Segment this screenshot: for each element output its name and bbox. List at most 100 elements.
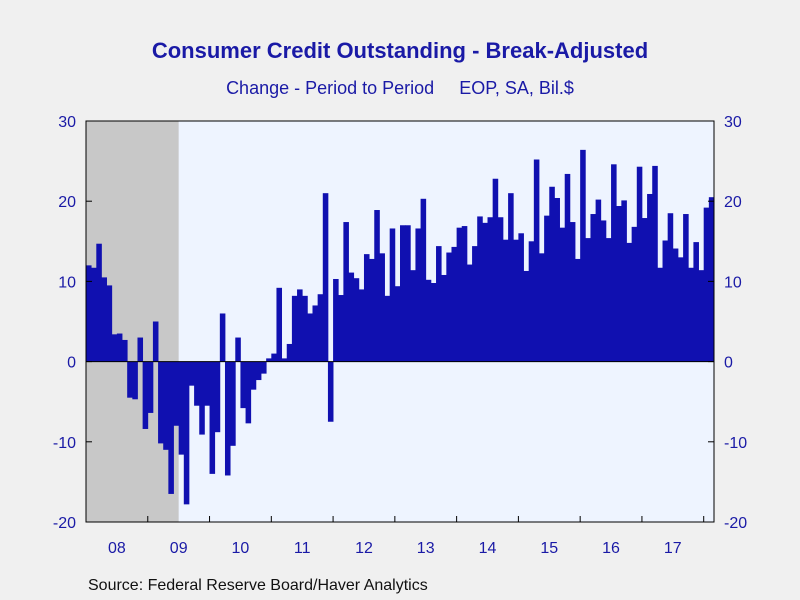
bar xyxy=(312,305,319,362)
bar xyxy=(523,270,530,362)
bar xyxy=(554,197,560,362)
bar xyxy=(245,361,252,424)
bar xyxy=(703,207,710,362)
bar xyxy=(111,334,118,362)
y-tick-label-left: 30 xyxy=(58,114,76,131)
bar xyxy=(255,361,262,381)
plot-frame xyxy=(85,120,715,523)
bar xyxy=(307,313,313,362)
bar xyxy=(286,343,293,362)
y-tick-label-right: -20 xyxy=(724,515,747,532)
bar xyxy=(209,361,216,474)
x-tick-label: 08 xyxy=(108,540,126,557)
bar xyxy=(116,333,123,362)
bar xyxy=(683,214,689,362)
bar xyxy=(163,361,169,450)
bar xyxy=(302,295,308,362)
bar xyxy=(436,246,442,362)
bar xyxy=(338,295,344,362)
bar xyxy=(611,164,617,362)
bar xyxy=(605,238,612,362)
bar xyxy=(657,267,663,362)
bar xyxy=(564,173,571,362)
bar xyxy=(127,361,133,398)
bar xyxy=(559,227,566,362)
bar xyxy=(101,277,107,362)
x-tick-label: 15 xyxy=(540,540,558,557)
x-tick-label: 12 xyxy=(355,540,373,557)
bar xyxy=(322,193,329,362)
bar xyxy=(333,278,339,362)
bar xyxy=(708,197,715,362)
bar xyxy=(353,278,360,362)
bar xyxy=(199,361,205,435)
bar xyxy=(96,243,102,362)
bar xyxy=(369,258,375,362)
x-tick-label: 14 xyxy=(479,540,497,557)
bar xyxy=(400,225,406,362)
bar xyxy=(204,361,210,406)
bar xyxy=(363,254,370,362)
bar xyxy=(590,214,597,362)
bar xyxy=(641,218,648,362)
bar xyxy=(538,253,545,362)
bar xyxy=(317,294,324,362)
bar xyxy=(600,220,607,362)
bar xyxy=(389,228,396,362)
bar xyxy=(502,239,509,362)
bar xyxy=(358,289,365,362)
bar xyxy=(631,226,638,362)
y-tick-label-left: -10 xyxy=(53,435,76,452)
bar xyxy=(230,361,236,446)
bar xyxy=(147,361,154,413)
bar xyxy=(446,252,452,362)
x-tick-label: 11 xyxy=(294,540,311,557)
bar xyxy=(508,193,514,362)
bar xyxy=(394,286,401,362)
bar xyxy=(420,198,427,362)
x-tick-label: 09 xyxy=(170,540,188,557)
bar xyxy=(580,149,586,362)
bar xyxy=(616,206,622,362)
bar xyxy=(214,361,221,433)
bar xyxy=(636,166,643,362)
bar xyxy=(266,358,272,362)
bar xyxy=(441,274,447,362)
bar xyxy=(142,361,149,429)
y-tick-label-left: 0 xyxy=(67,355,76,372)
bar xyxy=(250,361,257,390)
bar xyxy=(173,361,180,426)
bar xyxy=(291,295,298,362)
bar xyxy=(482,222,488,362)
bar xyxy=(621,200,627,362)
bar xyxy=(281,358,288,362)
bar xyxy=(235,337,241,362)
bar xyxy=(544,215,550,362)
bar xyxy=(466,264,473,362)
bar xyxy=(384,295,391,362)
x-tick-label: 16 xyxy=(602,540,620,557)
bar xyxy=(91,267,97,362)
bar xyxy=(158,361,164,444)
bar xyxy=(132,361,138,400)
bar xyxy=(271,353,277,362)
bar xyxy=(569,222,576,362)
y-tick-label-right: 10 xyxy=(724,274,742,291)
x-tick-label: 13 xyxy=(417,540,435,557)
bar xyxy=(86,265,92,362)
y-tick-label-right: 0 xyxy=(724,355,733,372)
chart-title: Consumer Credit Outstanding - Break-Adju… xyxy=(151,38,649,63)
bar xyxy=(647,193,653,362)
y-tick-label-right: -10 xyxy=(724,435,747,452)
bar xyxy=(379,253,385,362)
bar xyxy=(672,248,679,362)
bar xyxy=(122,339,128,362)
bar xyxy=(343,222,349,362)
bar xyxy=(276,287,283,362)
bar xyxy=(152,321,159,362)
bar xyxy=(662,240,669,362)
bar xyxy=(451,246,458,362)
y-tick-label-left: 10 xyxy=(58,274,76,291)
bar xyxy=(492,178,499,362)
